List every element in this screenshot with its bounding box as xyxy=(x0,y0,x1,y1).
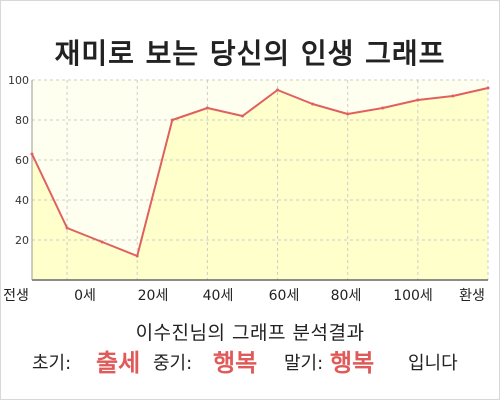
y-tick-label-40: 40 xyxy=(15,194,29,207)
ending-text: 입니다 xyxy=(408,353,458,374)
middle-value: 행복 xyxy=(213,349,258,377)
x-tick-label-0: 전생 xyxy=(3,288,29,304)
x-tick-label-2: 20세 xyxy=(138,288,169,304)
data-point-4 xyxy=(170,118,174,122)
data-point-7 xyxy=(276,88,280,92)
x-tick-label-4: 60세 xyxy=(269,288,300,304)
area-fill xyxy=(32,88,488,280)
chart-title: 재미로 보는 당신의 인생 그래프 xyxy=(54,37,446,70)
early-label: 초기: xyxy=(32,353,72,374)
data-point-12 xyxy=(451,94,455,98)
data-point-8 xyxy=(311,102,315,106)
plot-area: 20 40 60 80 100 전생 0세 20세 40세 60세 80세 100세 환생 xyxy=(3,74,490,304)
x-tick-label-7: 환생 xyxy=(459,288,485,304)
data-point-5 xyxy=(205,106,209,110)
middle-label: 중기: xyxy=(153,353,193,374)
data-point-13 xyxy=(486,86,490,90)
data-point-10 xyxy=(381,106,385,110)
y-tick-label-100: 100 xyxy=(8,74,29,87)
data-point-6 xyxy=(240,114,244,118)
late-label: 말기: xyxy=(284,353,324,374)
late-value: 행복 xyxy=(330,349,375,377)
x-tick-label-1: 0세 xyxy=(74,288,96,304)
y-tick-label-80: 80 xyxy=(15,114,29,127)
x-tick-label-5: 80세 xyxy=(331,288,362,304)
x-tick-label-3: 40세 xyxy=(203,288,234,304)
data-point-11 xyxy=(416,98,420,102)
analysis-subtitle: 이수진님의 그래프 분석결과 xyxy=(135,322,365,344)
y-tick-label-20: 20 xyxy=(15,234,29,247)
y-tick-label-60: 60 xyxy=(15,154,29,167)
life-line xyxy=(31,87,489,257)
data-point-0 xyxy=(30,152,34,156)
x-tick-label-6: 100세 xyxy=(393,288,433,304)
data-point-9 xyxy=(346,112,350,116)
data-point-2 xyxy=(100,240,104,244)
data-point-3 xyxy=(135,254,139,258)
data-point-1 xyxy=(65,226,69,230)
early-value: 출세 xyxy=(96,349,141,377)
